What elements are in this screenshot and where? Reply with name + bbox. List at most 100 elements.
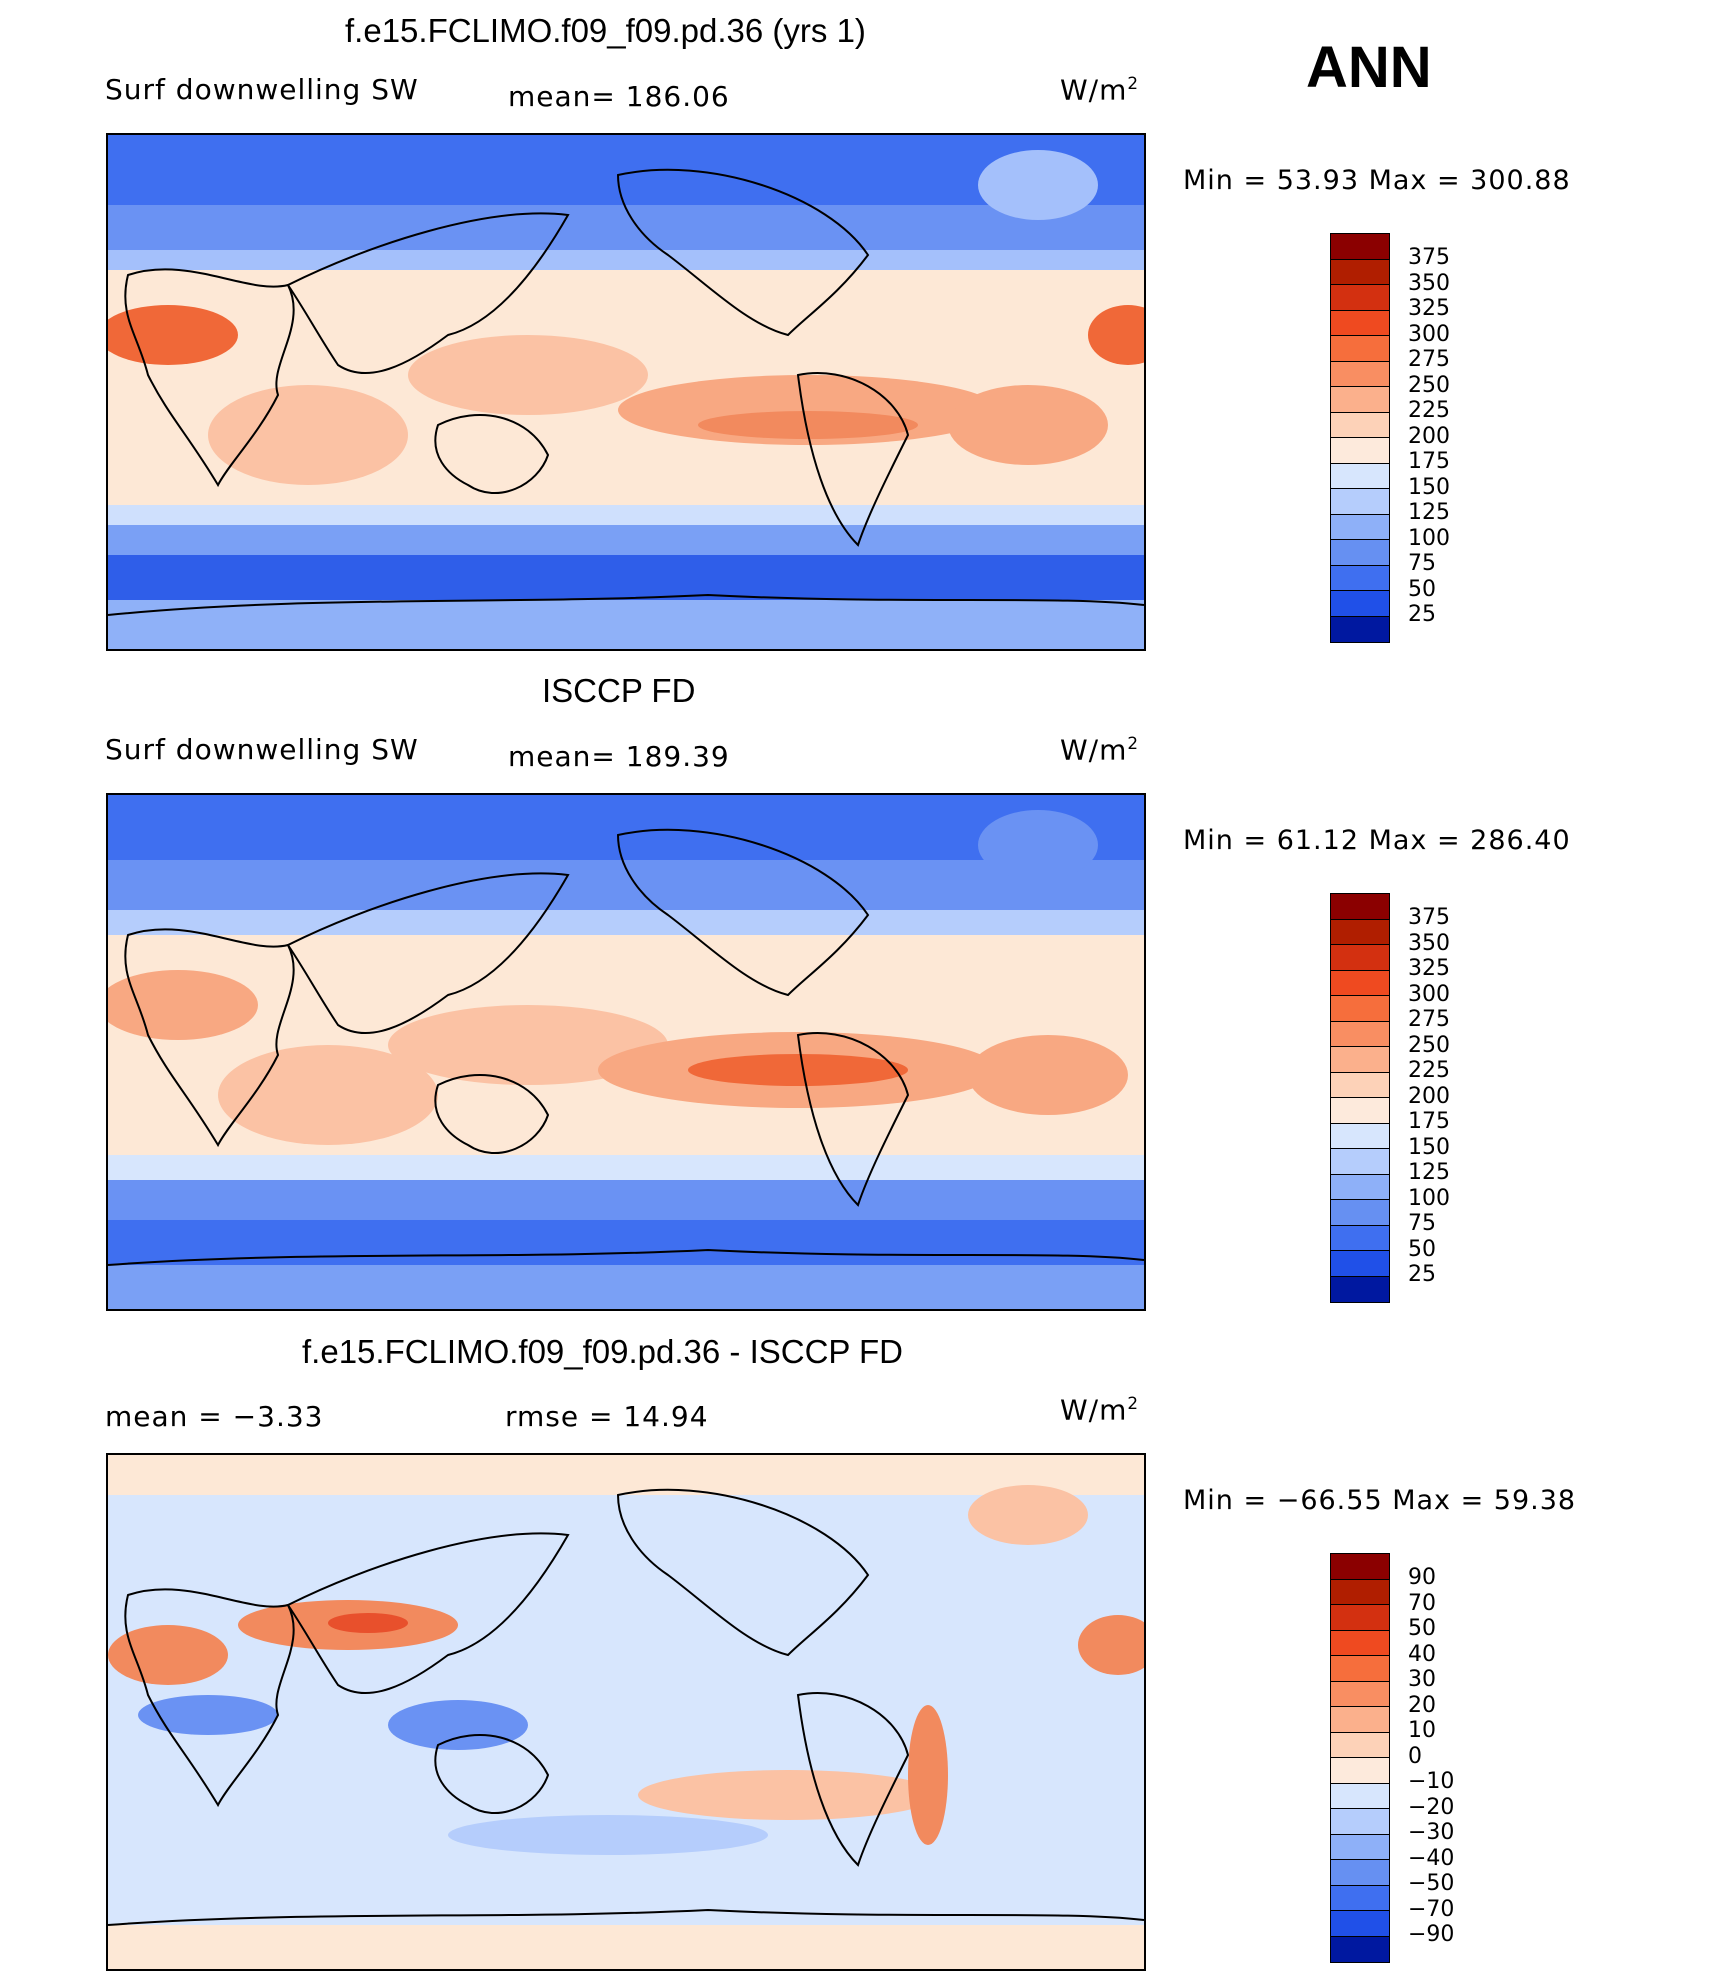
colorbar-swatch bbox=[1331, 285, 1389, 311]
colorbar-label: −30 bbox=[1408, 1820, 1455, 1845]
colorbar-swatch bbox=[1331, 1783, 1389, 1809]
colorbar-label: 70 bbox=[1408, 1590, 1436, 1616]
colorbar-swatch bbox=[1331, 1149, 1389, 1175]
colorbar-swatch bbox=[1331, 945, 1389, 971]
panel1-colorbar bbox=[1330, 233, 1390, 643]
colorbar-label: 375 bbox=[1408, 245, 1450, 270]
colorbar-swatch bbox=[1331, 1681, 1389, 1707]
colorbar-label: −40 bbox=[1408, 1845, 1455, 1871]
colorbar-swatch bbox=[1331, 259, 1389, 285]
colorbar-swatch bbox=[1331, 1885, 1389, 1911]
panel1-variable: Surf downwelling SW bbox=[105, 73, 419, 106]
colorbar-swatch bbox=[1331, 1656, 1389, 1682]
colorbar-swatch bbox=[1331, 1251, 1389, 1277]
colorbar-swatch bbox=[1331, 1834, 1389, 1860]
panel2-colorbar bbox=[1330, 893, 1390, 1303]
colorbar-swatch bbox=[1331, 1225, 1389, 1251]
panel2-variable: Surf downwelling SW bbox=[105, 733, 419, 766]
colorbar-swatch bbox=[1331, 1860, 1389, 1886]
colorbar-swatch bbox=[1331, 1554, 1389, 1580]
panel3-mean: mean = −3.33 bbox=[105, 1400, 324, 1433]
colorbar-label: 25 bbox=[1408, 602, 1436, 627]
colorbar-swatch bbox=[1331, 361, 1389, 387]
colorbar-swatch bbox=[1331, 1579, 1389, 1605]
colorbar-label: 50 bbox=[1408, 576, 1436, 602]
colorbar-swatch bbox=[1331, 1098, 1389, 1124]
colorbar-swatch bbox=[1331, 1174, 1389, 1200]
colorbar-label: 75 bbox=[1408, 1211, 1436, 1236]
panel3-units: W/m2 bbox=[1060, 1393, 1140, 1427]
colorbar-swatch bbox=[1331, 565, 1389, 591]
colorbar-label: 50 bbox=[1408, 1616, 1436, 1641]
colorbar-label: −50 bbox=[1408, 1871, 1455, 1896]
panel3-minmax: Min = −66.55 Max = 59.38 bbox=[1183, 1485, 1577, 1516]
colorbar-swatch bbox=[1331, 1021, 1389, 1047]
colorbar-label: 300 bbox=[1408, 321, 1450, 347]
colorbar-label: 0 bbox=[1408, 1743, 1422, 1769]
colorbar-label: 325 bbox=[1408, 956, 1450, 981]
colorbar-swatch bbox=[1331, 1072, 1389, 1098]
colorbar-label: 30 bbox=[1408, 1667, 1436, 1692]
colorbar-swatch bbox=[1331, 1276, 1389, 1302]
panel3-rmse: rmse = 14.94 bbox=[505, 1400, 709, 1433]
colorbar-swatch bbox=[1331, 412, 1389, 438]
panel2-title: ISCCP FD bbox=[542, 672, 696, 709]
colorbar-swatch bbox=[1331, 1123, 1389, 1149]
colorbar-label: 200 bbox=[1408, 423, 1450, 449]
colorbar-swatch bbox=[1331, 1605, 1389, 1631]
colorbar-label: 125 bbox=[1408, 1160, 1450, 1185]
colorbar-label: 10 bbox=[1408, 1718, 1436, 1743]
panel1-mean: mean= 186.06 bbox=[508, 80, 730, 113]
colorbar-label: 175 bbox=[1408, 449, 1450, 474]
colorbar-label: 325 bbox=[1408, 296, 1450, 321]
colorbar-label: 375 bbox=[1408, 905, 1450, 930]
colorbar-swatch bbox=[1331, 591, 1389, 617]
panel2-minmax: Min = 61.12 Max = 286.40 bbox=[1183, 825, 1571, 856]
colorbar-label: 225 bbox=[1408, 1058, 1450, 1083]
colorbar-swatch bbox=[1331, 234, 1389, 260]
colorbar-label: 50 bbox=[1408, 1236, 1436, 1262]
colorbar-label: 225 bbox=[1408, 398, 1450, 423]
colorbar-label: 350 bbox=[1408, 270, 1450, 296]
panel2-map-canvas bbox=[108, 795, 1144, 1309]
panel2-mean: mean= 189.39 bbox=[508, 740, 730, 773]
panel3-title: f.e15.FCLIMO.f09_f09.pd.36 - ISCCP FD bbox=[302, 1333, 903, 1370]
panel2-map bbox=[106, 793, 1146, 1311]
colorbar-label: 125 bbox=[1408, 500, 1450, 525]
colorbar-label: 250 bbox=[1408, 1032, 1450, 1058]
colorbar-label: 25 bbox=[1408, 1262, 1436, 1287]
colorbar-swatch bbox=[1331, 336, 1389, 362]
colorbar-swatch bbox=[1331, 1707, 1389, 1733]
colorbar-swatch bbox=[1331, 616, 1389, 642]
colorbar-swatch bbox=[1331, 310, 1389, 336]
colorbar-swatch bbox=[1331, 514, 1389, 540]
colorbar-label: 150 bbox=[1408, 474, 1450, 500]
colorbar-label: −90 bbox=[1408, 1922, 1455, 1947]
colorbar-label: 150 bbox=[1408, 1134, 1450, 1160]
colorbar-label: 350 bbox=[1408, 930, 1450, 956]
colorbar-swatch bbox=[1331, 1630, 1389, 1656]
season-label: ANN bbox=[1306, 35, 1432, 100]
colorbar-swatch bbox=[1331, 463, 1389, 489]
colorbar-label: −70 bbox=[1408, 1896, 1455, 1922]
panel1-minmax: Min = 53.93 Max = 300.88 bbox=[1183, 165, 1571, 196]
colorbar-swatch bbox=[1331, 1758, 1389, 1784]
colorbar-swatch bbox=[1331, 489, 1389, 515]
colorbar-swatch bbox=[1331, 1936, 1389, 1962]
colorbar-swatch bbox=[1331, 1809, 1389, 1835]
panel1-title: f.e15.FCLIMO.f09_f09.pd.36 (yrs 1) bbox=[345, 12, 866, 49]
colorbar-label: −20 bbox=[1408, 1794, 1455, 1820]
colorbar-swatch bbox=[1331, 1911, 1389, 1937]
colorbar-swatch bbox=[1331, 1200, 1389, 1226]
colorbar-swatch bbox=[1331, 438, 1389, 464]
colorbar-label: 275 bbox=[1408, 347, 1450, 372]
colorbar-swatch bbox=[1331, 1047, 1389, 1073]
colorbar-label: 90 bbox=[1408, 1565, 1436, 1590]
panel1-units: W/m2 bbox=[1060, 73, 1140, 107]
colorbar-label: −10 bbox=[1408, 1769, 1455, 1794]
panel1-map bbox=[106, 133, 1146, 651]
colorbar-label: 100 bbox=[1408, 1185, 1450, 1211]
colorbar-label: 275 bbox=[1408, 1007, 1450, 1032]
colorbar-label: 250 bbox=[1408, 372, 1450, 398]
colorbar-label: 75 bbox=[1408, 551, 1436, 576]
